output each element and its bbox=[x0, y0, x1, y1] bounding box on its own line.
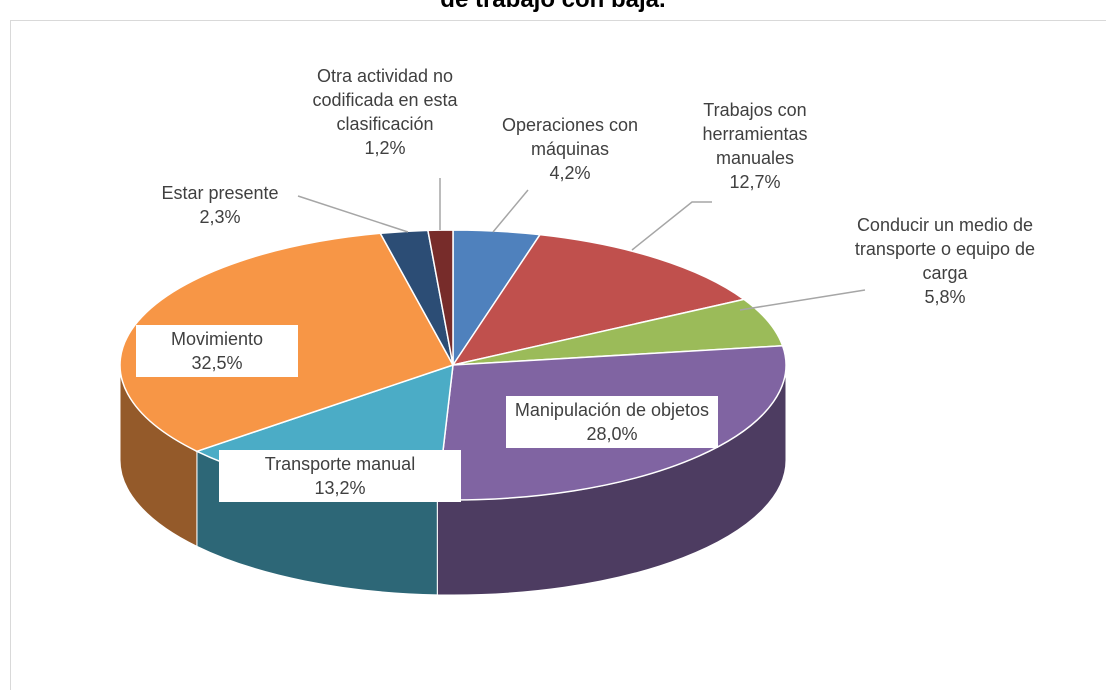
category-label: Otra actividad no codificada en esta cla… bbox=[312, 66, 458, 134]
slice bbox=[426, 229, 454, 366]
value-label: 12,7% bbox=[729, 172, 781, 192]
data-label: Transporte manual 13,2% bbox=[219, 450, 461, 502]
data-label: Estar presente 2,3% bbox=[135, 181, 305, 229]
value-label: 4,2% bbox=[549, 163, 591, 183]
category-label: Trabajos con herramientas manuales bbox=[702, 100, 808, 168]
data-label: Movimiento 32,5% bbox=[136, 325, 298, 377]
chart-title: de trabajo con baja. bbox=[0, 0, 1106, 14]
value-label: 1,2% bbox=[364, 138, 406, 158]
value-label: 32,5% bbox=[191, 353, 243, 373]
leader-line bbox=[297, 195, 409, 233]
leader-line bbox=[739, 289, 866, 311]
category-label: Conducir un medio de transporte o equipo… bbox=[854, 215, 1036, 283]
data-label: Operaciones con máquinas 4,2% bbox=[480, 113, 660, 185]
data-label: Trabajos con herramientas manuales 12,7% bbox=[680, 98, 830, 194]
slice bbox=[451, 233, 746, 367]
data-label: Otra actividad no codificada en esta cla… bbox=[290, 64, 480, 160]
category-label: Estar presente bbox=[161, 183, 279, 203]
value-label: 13,2% bbox=[314, 478, 366, 498]
chart-frame bbox=[10, 20, 1106, 690]
category-label: Operaciones con máquinas bbox=[501, 115, 639, 159]
category-label: Manipulación de objetos bbox=[514, 400, 710, 420]
value-label: 5,8% bbox=[924, 287, 966, 307]
value-label: 28,0% bbox=[586, 424, 638, 444]
value-label: 2,3% bbox=[199, 207, 241, 227]
category-label: Movimiento bbox=[170, 329, 264, 349]
data-label: Conducir un medio de transporte o equipo… bbox=[845, 213, 1045, 309]
category-label: Transporte manual bbox=[264, 454, 416, 474]
leader-line bbox=[492, 189, 529, 233]
leader-line bbox=[631, 201, 712, 251]
data-label: Manipulación de objetos 28,0% bbox=[506, 396, 718, 448]
